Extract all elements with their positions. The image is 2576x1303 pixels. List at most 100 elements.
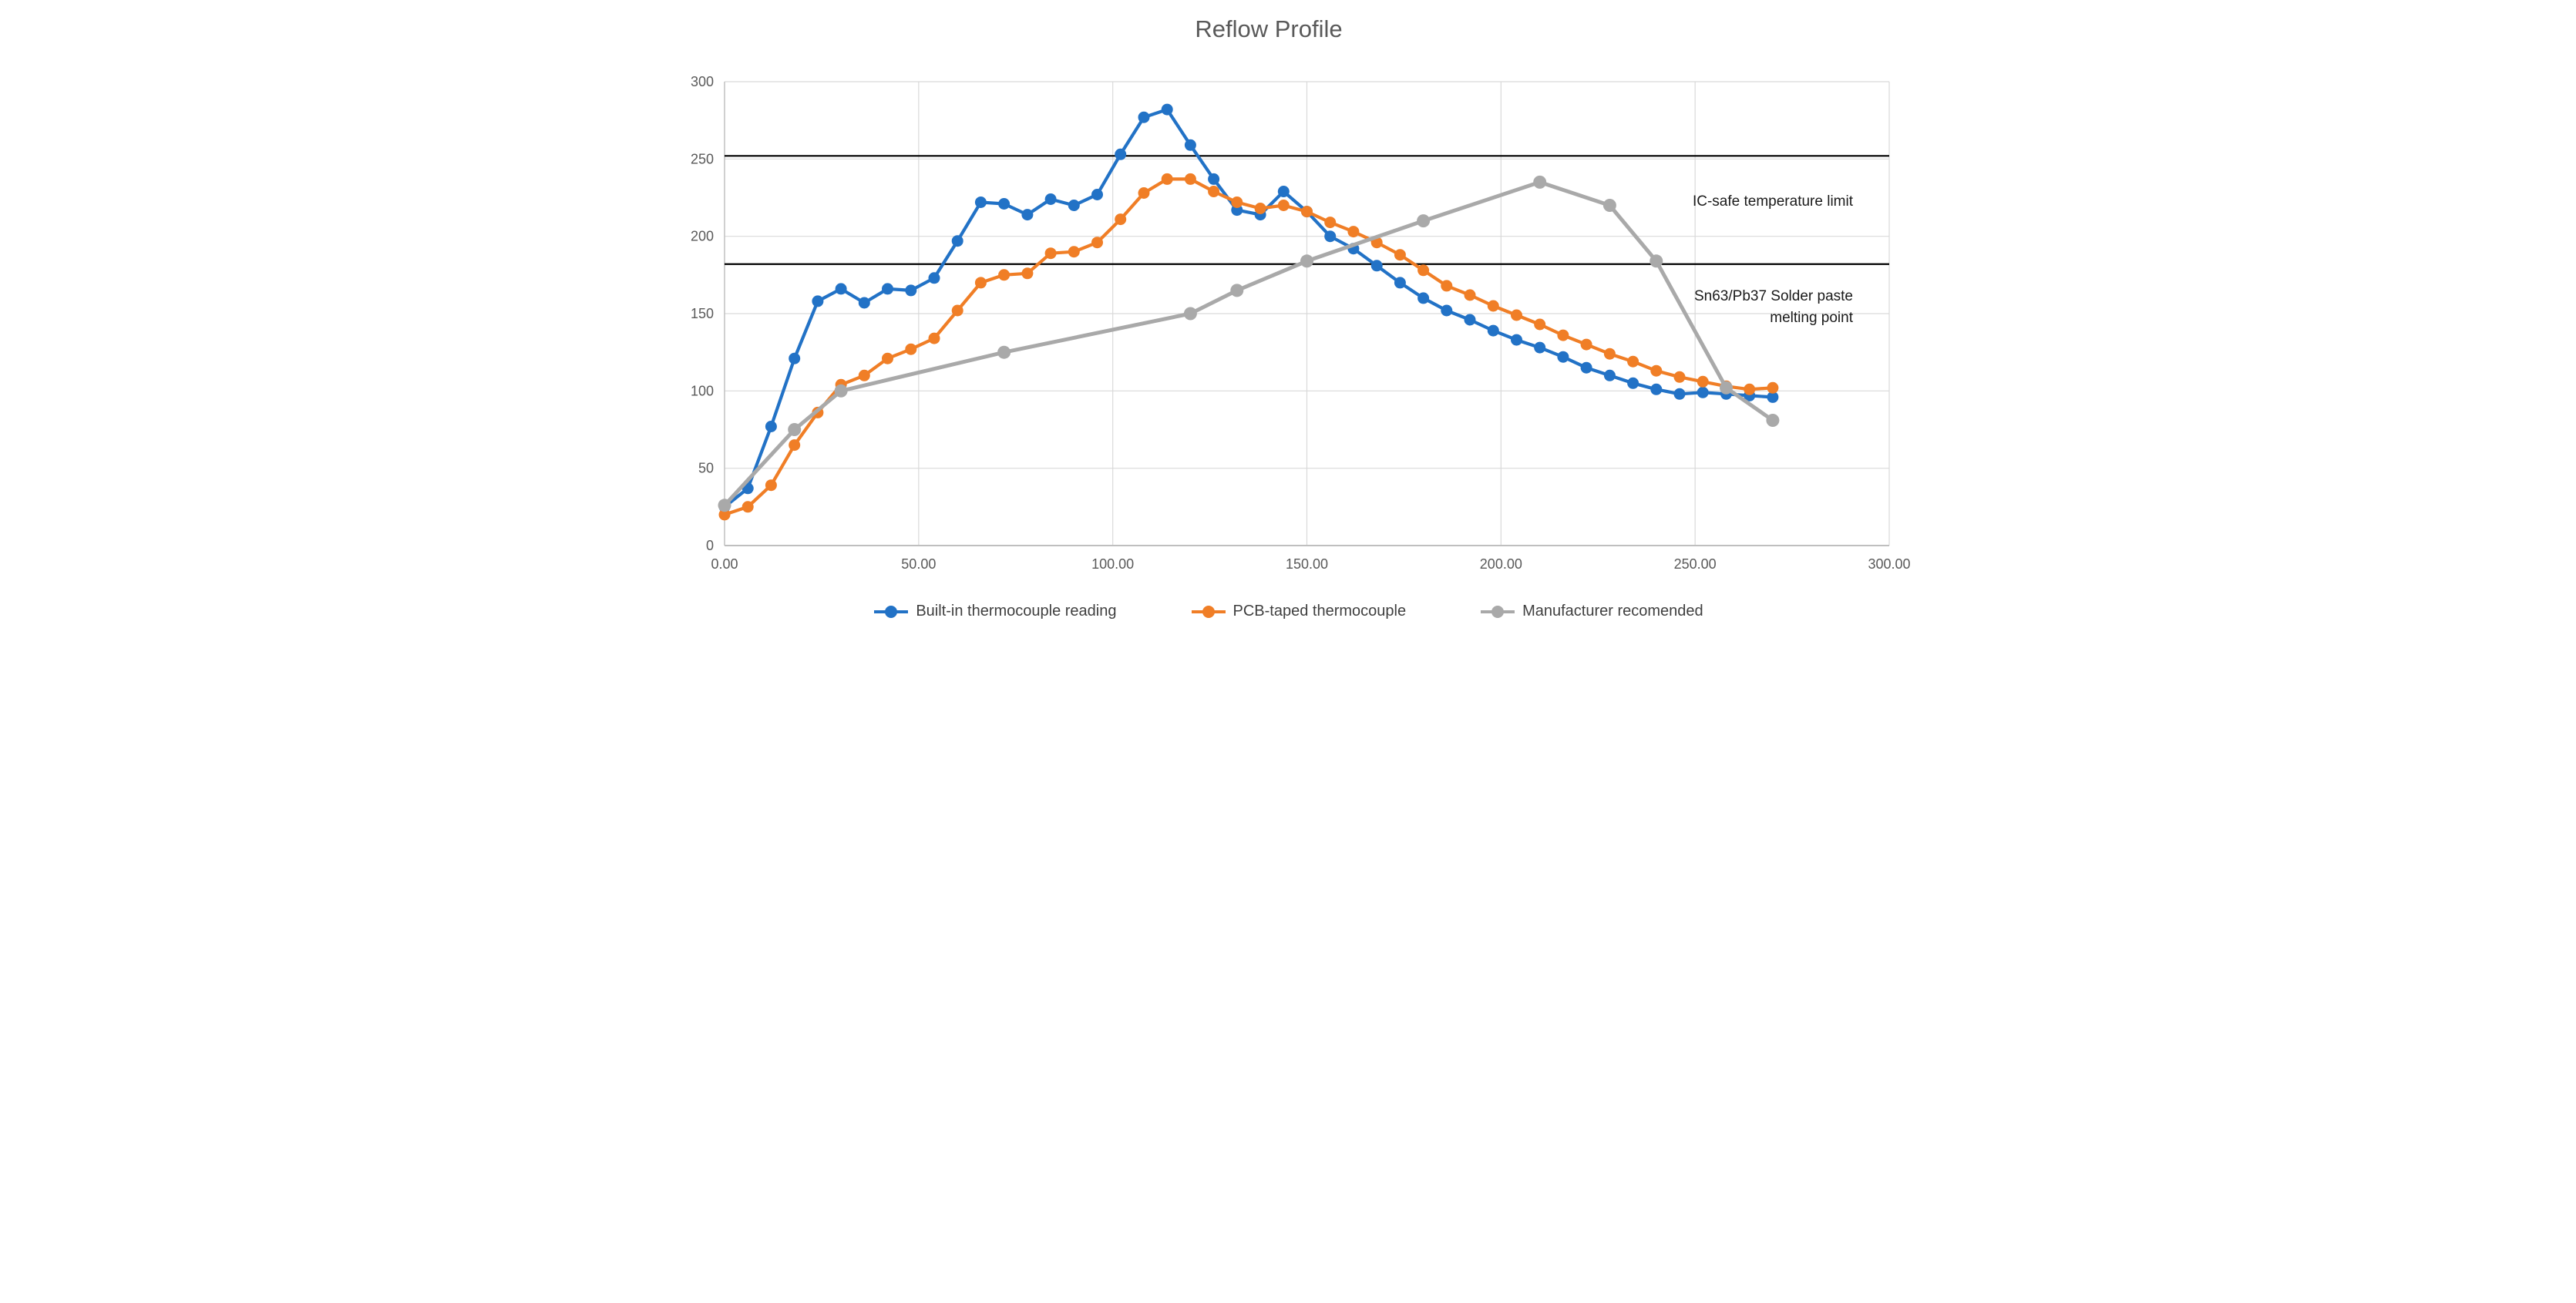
data-point-marker[interactable] xyxy=(904,284,916,297)
data-point-marker[interactable] xyxy=(1417,292,1429,304)
data-point-marker[interactable] xyxy=(1138,187,1149,199)
data-point-marker[interactable] xyxy=(1510,334,1522,346)
data-point-marker[interactable] xyxy=(787,423,801,436)
data-point-marker[interactable] xyxy=(1464,289,1475,301)
data-point-marker[interactable] xyxy=(1556,351,1569,363)
data-point-marker[interactable] xyxy=(1533,341,1545,354)
data-point-marker[interactable] xyxy=(1487,300,1499,312)
data-point-marker[interactable] xyxy=(1091,237,1103,249)
data-point-marker[interactable] xyxy=(928,272,940,284)
data-point-marker[interactable] xyxy=(1766,381,1778,394)
data-point-marker[interactable] xyxy=(858,297,870,309)
data-point-marker[interactable] xyxy=(1323,217,1336,229)
data-point-marker[interactable] xyxy=(1254,203,1266,214)
data-point-marker[interactable] xyxy=(1487,324,1499,337)
data-point-marker[interactable] xyxy=(1021,267,1033,280)
data-point-marker[interactable] xyxy=(788,352,800,364)
data-point-marker[interactable] xyxy=(997,198,1010,210)
data-point-marker[interactable] xyxy=(1510,309,1522,321)
legend-item-pcb-taped[interactable]: PCB-taped thermocouple xyxy=(1190,603,1406,620)
series-built-in-thermocouple[interactable] xyxy=(718,103,1778,513)
series-line[interactable] xyxy=(722,180,1774,508)
data-point-marker[interactable] xyxy=(1347,226,1359,238)
series-manufacturer-recomended[interactable] xyxy=(718,175,1779,512)
data-point-marker[interactable] xyxy=(997,345,1011,359)
data-point-marker[interactable] xyxy=(1440,280,1452,292)
data-point-marker[interactable] xyxy=(1440,304,1452,317)
data-point-marker[interactable] xyxy=(718,509,730,521)
data-point-marker[interactable] xyxy=(1300,254,1313,268)
data-point-marker[interactable] xyxy=(1068,200,1080,211)
legend-item-manufacturer[interactable]: Manufacturer recomended xyxy=(1479,603,1703,620)
data-point-marker[interactable] xyxy=(1650,383,1662,395)
series-pcb-taped-thermocouple[interactable] xyxy=(718,173,1778,521)
data-point-marker[interactable] xyxy=(1138,111,1149,123)
data-point-marker[interactable] xyxy=(974,277,987,289)
data-point-marker[interactable] xyxy=(1464,314,1475,326)
data-point-marker[interactable] xyxy=(1161,173,1173,185)
data-point-marker[interactable] xyxy=(1603,369,1616,381)
data-point-marker[interactable] xyxy=(765,479,777,492)
legend-item-built-in[interactable]: Built-in thermocouple reading xyxy=(873,603,1117,620)
data-point-marker[interactable] xyxy=(1556,329,1569,341)
data-point-marker[interactable] xyxy=(1229,284,1243,297)
data-point-marker[interactable] xyxy=(1207,173,1219,185)
data-point-marker[interactable] xyxy=(904,343,916,355)
data-point-marker[interactable] xyxy=(742,501,754,513)
data-point-marker[interactable] xyxy=(1370,260,1383,272)
data-point-marker[interactable] xyxy=(1533,318,1545,331)
data-point-marker[interactable] xyxy=(1394,249,1406,261)
data-point-marker[interactable] xyxy=(1044,193,1057,205)
series-line[interactable] xyxy=(722,177,1774,516)
data-point-marker[interactable] xyxy=(811,295,823,307)
data-point-marker[interactable] xyxy=(1650,364,1662,377)
data-point-marker[interactable] xyxy=(1277,200,1290,211)
data-point-marker[interactable] xyxy=(1765,414,1779,427)
data-point-marker[interactable] xyxy=(1602,199,1616,212)
data-point-marker[interactable] xyxy=(1743,383,1755,395)
data-point-marker[interactable] xyxy=(1416,214,1430,228)
data-point-marker[interactable] xyxy=(1161,103,1173,116)
series-line[interactable] xyxy=(722,108,1774,509)
data-point-marker[interactable] xyxy=(1697,375,1709,388)
data-point-marker[interactable] xyxy=(1021,209,1033,221)
data-point-marker[interactable] xyxy=(997,269,1010,281)
data-point-marker[interactable] xyxy=(1068,246,1080,258)
data-point-marker[interactable] xyxy=(1207,186,1219,197)
data-point-marker[interactable] xyxy=(1184,173,1196,185)
data-point-marker[interactable] xyxy=(1091,189,1103,200)
data-point-marker[interactable] xyxy=(1580,361,1592,374)
data-point-marker[interactable] xyxy=(788,439,800,452)
data-point-marker[interactable] xyxy=(951,235,963,247)
data-point-marker[interactable] xyxy=(765,421,777,432)
data-point-marker[interactable] xyxy=(1183,307,1197,321)
data-point-marker[interactable] xyxy=(1719,381,1733,395)
data-point-marker[interactable] xyxy=(1603,348,1616,360)
data-point-marker[interactable] xyxy=(1649,254,1663,268)
data-point-marker[interactable] xyxy=(1697,386,1709,398)
data-point-marker[interactable] xyxy=(1580,338,1592,351)
data-point-marker[interactable] xyxy=(1114,213,1126,226)
data-point-marker[interactable] xyxy=(928,332,940,344)
data-point-marker[interactable] xyxy=(951,304,963,317)
data-point-marker[interactable] xyxy=(881,352,893,364)
data-point-marker[interactable] xyxy=(1394,277,1406,289)
data-point-marker[interactable] xyxy=(835,283,847,295)
data-point-marker[interactable] xyxy=(1766,391,1778,403)
data-point-marker[interactable] xyxy=(1230,196,1243,208)
data-point-marker[interactable] xyxy=(974,196,987,208)
data-point-marker[interactable] xyxy=(1184,139,1196,151)
data-point-marker[interactable] xyxy=(834,384,848,398)
data-point-marker[interactable] xyxy=(858,369,870,381)
data-point-marker[interactable] xyxy=(1300,206,1313,218)
data-point-marker[interactable] xyxy=(1044,247,1057,260)
data-point-marker[interactable] xyxy=(1626,377,1639,389)
data-point-marker[interactable] xyxy=(1277,186,1290,197)
data-point-marker[interactable] xyxy=(881,283,893,295)
data-point-marker[interactable] xyxy=(1532,175,1546,189)
data-point-marker[interactable] xyxy=(1673,388,1685,400)
data-point-marker[interactable] xyxy=(1114,148,1126,160)
data-point-marker[interactable] xyxy=(1323,230,1336,243)
data-point-marker[interactable] xyxy=(718,499,731,512)
data-point-marker[interactable] xyxy=(1673,371,1685,383)
